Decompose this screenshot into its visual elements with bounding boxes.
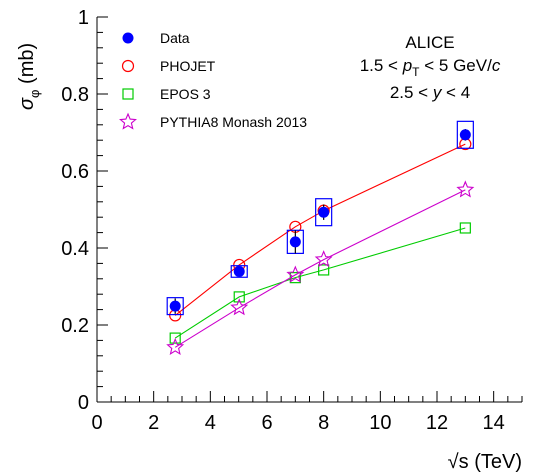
x-tick-label: 10 — [369, 412, 391, 434]
pt-sub: T — [412, 65, 420, 79]
legend-marker-phojet — [121, 59, 135, 73]
y-axis-title-sub: φ — [27, 90, 42, 98]
x-tick-label: 2 — [148, 412, 159, 434]
systematic-error-box — [230, 265, 248, 278]
pt-left: 1.5 < — [360, 56, 403, 75]
legend-label-phojet: PHOJET — [160, 58, 216, 74]
y-tick-label: 0 — [78, 392, 89, 414]
y-axis-title-sigma: σ — [16, 97, 38, 110]
data-point-pythia8-monash-2013 — [456, 180, 475, 198]
y-var: y — [432, 83, 443, 102]
data-point-epos-3 — [318, 264, 330, 276]
legend-label-epos-3: EPOS 3 — [160, 86, 211, 102]
series-data — [166, 120, 474, 316]
data-point-epos-3 — [233, 291, 245, 303]
data-point-data — [233, 265, 245, 277]
x-tick-label: 0 — [91, 412, 102, 434]
data-point-data — [169, 300, 181, 312]
systematic-error-box — [456, 120, 474, 149]
annotation-experiment: ALICE — [405, 33, 454, 52]
y-tick-label: 0.8 — [61, 84, 89, 106]
data-point-data — [289, 236, 301, 248]
series-line-epos-3 — [174, 227, 466, 339]
x-axis-title-sqrt: √s — [448, 451, 469, 473]
pt-right: < 5 GeV/ — [420, 56, 493, 75]
x-axis-title-unit: (TeV) — [469, 451, 522, 473]
x-axis-title: √s (TeV) — [448, 451, 522, 473]
legend-marker-pythia8-monash-2013 — [119, 112, 137, 130]
annotation-rapidity-range: 2.5 < y < 4 — [390, 83, 470, 102]
legend-label-pythia8-monash-2013: PYTHIA8 Monash 2013 — [160, 114, 307, 130]
pt-var: p — [402, 56, 412, 75]
y-axis-title-unit: (mb) — [16, 43, 38, 90]
data-point-epos-3 — [459, 222, 471, 234]
systematic-error-box — [315, 198, 333, 227]
x-tick-label: 4 — [205, 412, 216, 434]
annotation-pt-range: 1.5 < pT < 5 GeV/c — [360, 56, 501, 79]
y-axis-title: σφ (mb) — [16, 43, 42, 110]
data-point-pythia8-monash-2013 — [166, 337, 185, 355]
y-tick-label: 0.4 — [61, 238, 89, 260]
data-point-epos-3 — [169, 332, 181, 344]
legend-marker-data — [122, 32, 134, 44]
data-point-data — [459, 129, 471, 141]
plot-area — [166, 120, 475, 355]
axes: 0 2 4 6 8 10 12 14 0 0.2 0.4 0.6 0.8 1 — [61, 7, 523, 434]
data-point-data — [318, 206, 330, 218]
y-left: 2.5 < — [390, 83, 433, 102]
legend: Data PHOJET EPOS 3 PYTHIA8 Monash 2013 — [119, 30, 307, 130]
y-tick-label: 0.2 — [61, 315, 89, 337]
x-tick-label: 8 — [318, 412, 329, 434]
series-pythia8-monash-2013 — [166, 180, 475, 355]
y-right: < 4 — [441, 83, 470, 102]
annotation-block: ALICE 1.5 < pT < 5 GeV/c 2.5 < y < 4 — [360, 33, 501, 102]
legend-label-data: Data — [160, 30, 190, 46]
x-tick-label: 6 — [261, 412, 272, 434]
y-tick-label: 0.6 — [61, 161, 89, 183]
pt-c: c — [492, 56, 501, 75]
data-point-pythia8-monash-2013 — [314, 250, 333, 268]
x-tick-label: 14 — [483, 412, 505, 434]
legend-marker-epos-3 — [122, 88, 134, 100]
series-line-phojet — [174, 143, 466, 316]
series-line-pythia8-monash-2013 — [174, 189, 466, 348]
data-point-pythia8-monash-2013 — [230, 298, 249, 316]
systematic-error-box — [166, 297, 184, 316]
x-tick-label: 12 — [426, 412, 448, 434]
data-point-pythia8-monash-2013 — [286, 265, 305, 283]
y-tick-label: 1 — [78, 7, 89, 29]
